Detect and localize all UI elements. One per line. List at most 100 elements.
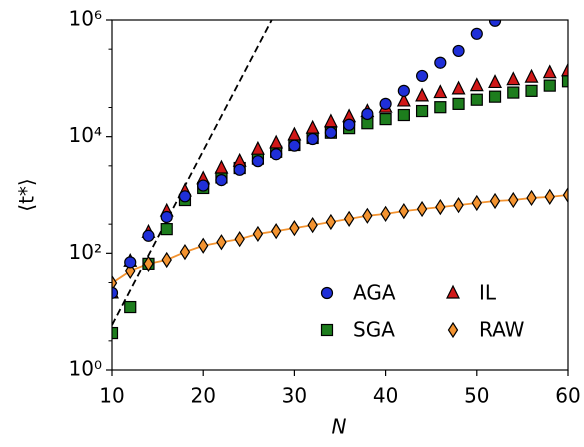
point: [452, 97, 465, 110]
point: [453, 197, 464, 214]
point: [544, 188, 555, 205]
point: [433, 84, 448, 99]
legend-label: RAW: [479, 318, 525, 342]
legend-marker: [320, 286, 334, 300]
point: [270, 148, 283, 161]
point: [524, 68, 539, 83]
point: [471, 194, 483, 212]
x-tick-label: 20: [190, 384, 215, 408]
point: [124, 256, 137, 269]
point: [250, 140, 265, 155]
point: [197, 179, 210, 192]
point: [215, 174, 228, 187]
point: [323, 113, 338, 128]
point: [142, 229, 155, 242]
point: [526, 189, 537, 207]
point: [452, 44, 465, 58]
point: [112, 274, 118, 292]
point: [161, 251, 172, 269]
x-tick-label: 30: [282, 384, 307, 408]
point: [379, 113, 392, 126]
point: [415, 87, 430, 102]
point: [451, 80, 466, 95]
point: [160, 210, 173, 224]
point: [160, 223, 173, 236]
axes-frame: [111, 19, 569, 371]
point: [561, 75, 568, 88]
point: [561, 62, 568, 77]
point: [343, 118, 356, 131]
point: [543, 79, 556, 92]
point: [415, 69, 429, 83]
point: [124, 300, 137, 314]
point: [489, 192, 501, 210]
point: [179, 243, 191, 261]
point: [508, 191, 519, 209]
point: [143, 255, 154, 272]
point: [435, 199, 446, 216]
point: [469, 77, 484, 92]
point: [362, 207, 373, 224]
point: [398, 202, 410, 220]
point: [379, 97, 392, 110]
legend-marker: [447, 321, 459, 339]
point: [325, 213, 337, 231]
point: [542, 64, 557, 79]
y-tick-label: 10⁴: [69, 123, 102, 147]
x-axis-label: N: [332, 415, 347, 439]
point: [270, 223, 282, 240]
legend-marker: [446, 284, 460, 299]
point: [415, 104, 429, 118]
point: [324, 126, 337, 139]
point: [488, 90, 502, 103]
point: [488, 20, 502, 27]
point: [197, 237, 209, 254]
point: [416, 200, 428, 218]
point: [305, 119, 320, 134]
point: [562, 186, 568, 204]
reference-line: [112, 20, 273, 326]
point: [397, 84, 410, 97]
point: [178, 190, 192, 203]
point: [343, 210, 355, 227]
point: [287, 126, 302, 141]
point: [488, 74, 503, 89]
point: [380, 205, 391, 222]
x-tick-label: 10: [99, 384, 124, 408]
x-tick-label: 60: [555, 384, 580, 408]
point: [234, 231, 245, 248]
y-tick-label: 10⁰: [69, 357, 102, 381]
plot-area: [112, 20, 568, 340]
point: [506, 71, 521, 86]
point: [434, 56, 447, 69]
point: [307, 216, 318, 234]
legend-label: AGA: [353, 281, 396, 305]
point: [216, 234, 227, 251]
point: [112, 326, 119, 340]
series-line: [112, 194, 568, 284]
point: [306, 132, 319, 146]
point: [434, 101, 447, 114]
y-tick-label: 10²: [69, 240, 102, 264]
y-axis-label: ⟨t*⟩: [15, 178, 39, 211]
point: [269, 134, 284, 149]
legend-label: IL: [479, 281, 497, 305]
point: [397, 108, 410, 122]
point: [525, 84, 538, 97]
legend-marker: [320, 323, 334, 337]
point: [112, 286, 119, 299]
x-tick-label: 50: [464, 384, 489, 408]
point: [470, 93, 483, 106]
point: [289, 220, 300, 237]
point: [361, 107, 374, 121]
legend-label: SGA: [353, 318, 395, 342]
y-tick-label: 10⁶: [69, 7, 102, 31]
point: [288, 139, 301, 152]
point: [214, 159, 229, 174]
point: [233, 163, 246, 176]
point: [252, 225, 264, 243]
x-tick-label: 40: [373, 384, 398, 408]
point: [396, 92, 411, 107]
point: [470, 27, 483, 40]
